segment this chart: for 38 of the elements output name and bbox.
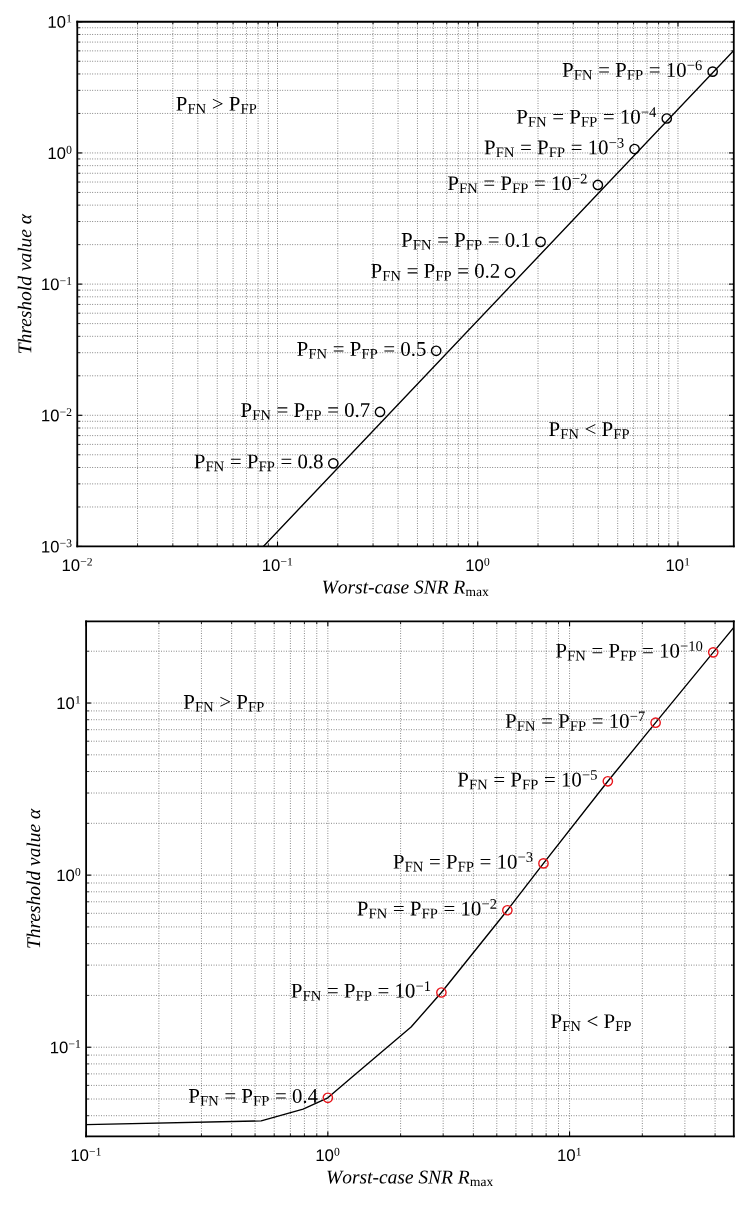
annotation: P$_{FN}$ = P$_{FP}$ = 0.5 xyxy=(297,341,426,359)
x-tick-label: 10$^{0}$ xyxy=(466,557,490,572)
annotation: P$_{FN}$ = P$_{FP}$ = 0.2 xyxy=(371,263,500,281)
annotation: P$_{FN}$ = P$_{FP}$ = 10$^{−4}$ xyxy=(516,107,657,127)
y-tick-label: 10$^{−1}$ xyxy=(42,276,72,291)
annotation: P$_{FN}$ < P$_{FP}$ xyxy=(551,1014,631,1031)
annotation: P$_{FN}$ = P$_{FP}$ = 10$^{−6}$ xyxy=(562,60,702,80)
x-tick-label: 10$^{1}$ xyxy=(666,557,690,572)
annotation: P$_{FN}$ = P$_{FP}$ = 0.1 xyxy=(401,232,530,250)
x-tick-label: 10$^{−1}$ xyxy=(263,557,293,572)
y-axis-title: Threshold value α xyxy=(26,808,41,948)
annotation: P$_{FN}$ = P$_{FP}$ = 0.4 xyxy=(188,1088,318,1106)
annotation: P$_{FN}$ > P$_{FP}$ xyxy=(176,96,257,114)
y-axis-title: Threshold value α xyxy=(17,213,32,353)
x-axis-title: Worst-case SNR R$_{max}$ xyxy=(327,1170,494,1187)
annotation: P$_{FN}$ = P$_{FP}$ = 10$^{−10}$ xyxy=(555,641,703,661)
annotation: P$_{FN}$ = P$_{FP}$ = 10$^{−2}$ xyxy=(357,899,497,919)
annotation: P$_{FN}$ = P$_{FP}$ = 0.8 xyxy=(194,454,323,472)
annotation: P$_{FN}$ = P$_{FP}$ = 10$^{−7}$ xyxy=(505,711,645,731)
x-axis-title: Worst-case SNR R$_{max}$ xyxy=(322,580,489,597)
y-tick-label: 10$^{0}$ xyxy=(57,868,81,882)
annotation: P$_{FN}$ > P$_{FP}$ xyxy=(183,695,264,712)
annotation: P$_{FN}$ = P$_{FP}$ = 10$^{−3}$ xyxy=(393,852,533,872)
x-tick-label: 10$^{−1}$ xyxy=(71,1147,101,1162)
y-tick-label: 10$^{−1}$ xyxy=(51,1040,81,1054)
y-tick-label: 10$^{−2}$ xyxy=(42,408,72,422)
annotation: P$_{FN}$ = P$_{FP}$ = 10$^{−3}$ xyxy=(484,137,624,158)
y-tick-label: 10$^{−3}$ xyxy=(42,539,72,553)
x-tick-label: 10$^{1}$ xyxy=(558,1147,581,1162)
annotation: P$_{FN}$ = P$_{FP}$ = 10$^{−1}$ xyxy=(291,981,431,1001)
annotation: P$_{FN}$ < P$_{FP}$ xyxy=(549,422,629,439)
annotation: P$_{FN}$ = P$_{FP}$ = 0.7 xyxy=(241,403,370,420)
x-tick-label: 10$^{0}$ xyxy=(316,1147,340,1162)
y-tick-label: 10$^{1}$ xyxy=(57,695,81,710)
annotation: P$_{FN}$ = P$_{FP}$ = 10$^{−2}$ xyxy=(447,173,587,193)
y-tick-label: 10$^{0}$ xyxy=(48,145,72,160)
annotation: P$_{FN}$ = P$_{FP}$ = 10$^{−5}$ xyxy=(457,770,597,790)
y-tick-label: 10$^{1}$ xyxy=(48,14,72,28)
